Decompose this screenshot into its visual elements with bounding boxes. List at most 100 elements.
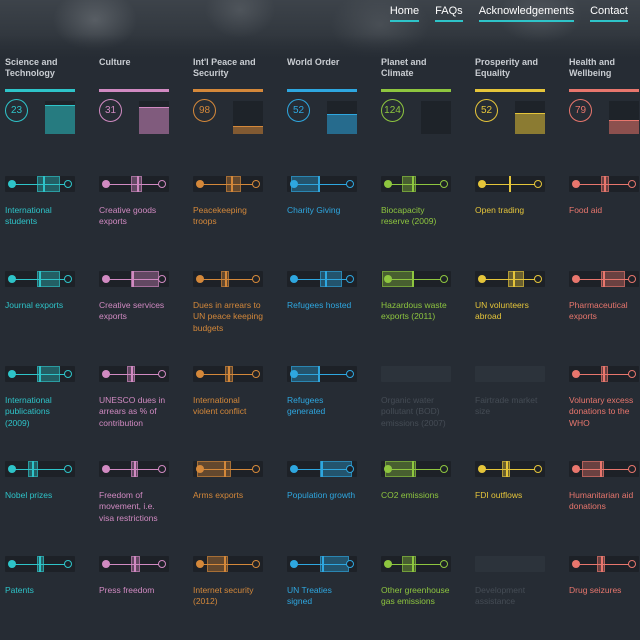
category-prosperity-and-equality[interactable]: Prosperity and Equality 52 xyxy=(475,57,545,134)
indicator-patents[interactable]: Patents xyxy=(5,556,75,596)
slider-max-handle[interactable] xyxy=(628,560,636,568)
slider-min-handle[interactable] xyxy=(102,180,110,188)
indicator-international-publications-2009[interactable]: International publications (2009) xyxy=(5,366,75,429)
nav-home[interactable]: Home xyxy=(389,5,420,22)
slider-max-handle[interactable] xyxy=(628,465,636,473)
indicator-drug-seizures[interactable]: Drug seizures xyxy=(569,556,639,596)
indicator-slider[interactable] xyxy=(5,556,75,572)
slider-max-handle[interactable] xyxy=(346,180,354,188)
indicator-creative-goods-exports[interactable]: Creative goods exports xyxy=(99,176,169,228)
slider-min-handle[interactable] xyxy=(478,275,486,283)
indicator-slider[interactable] xyxy=(99,366,169,382)
indicator-refugees-generated[interactable]: Refugees generated xyxy=(287,366,357,418)
indicator-arms-exports[interactable]: Arms exports xyxy=(193,461,263,501)
slider-max-handle[interactable] xyxy=(252,180,260,188)
indicator-fdi-outflows[interactable]: FDI outflows xyxy=(475,461,545,501)
category-planet-and-climate[interactable]: Planet and Climate 124 xyxy=(381,57,451,134)
indicator-slider[interactable] xyxy=(569,366,639,382)
indicator-slider[interactable] xyxy=(193,176,263,192)
slider-min-handle[interactable] xyxy=(196,275,204,283)
slider-max-handle[interactable] xyxy=(534,180,542,188)
slider-max-handle[interactable] xyxy=(440,275,448,283)
indicator-slider[interactable] xyxy=(99,461,169,477)
slider-min-handle[interactable] xyxy=(8,465,16,473)
slider-max-handle[interactable] xyxy=(440,560,448,568)
slider-min-handle[interactable] xyxy=(572,370,580,378)
slider-min-handle[interactable] xyxy=(102,560,110,568)
slider-max-handle[interactable] xyxy=(628,180,636,188)
indicator-slider[interactable] xyxy=(381,176,451,192)
category-int-l-peace-and-security[interactable]: Int'l Peace and Security 98 xyxy=(193,57,263,134)
indicator-journal-exports[interactable]: Journal exports xyxy=(5,271,75,311)
indicator-slider[interactable] xyxy=(193,366,263,382)
category-health-and-wellbeing[interactable]: Health and Wellbeing 79 xyxy=(569,57,639,134)
indicator-hazardous-waste-exports-2011[interactable]: Hazardous waste exports (2011) xyxy=(381,271,451,323)
slider-max-handle[interactable] xyxy=(158,180,166,188)
slider-min-handle[interactable] xyxy=(102,275,110,283)
indicator-food-aid[interactable]: Food aid xyxy=(569,176,639,216)
slider-min-handle[interactable] xyxy=(8,560,16,568)
slider-max-handle[interactable] xyxy=(534,275,542,283)
indicator-internet-security-2012[interactable]: Internet security (2012) xyxy=(193,556,263,608)
indicator-slider[interactable] xyxy=(287,366,357,382)
slider-max-handle[interactable] xyxy=(440,180,448,188)
slider-max-handle[interactable] xyxy=(440,465,448,473)
indicator-population-growth[interactable]: Population growth xyxy=(287,461,357,501)
slider-min-handle[interactable] xyxy=(478,465,486,473)
category-science-and-technology[interactable]: Science and Technology 23 xyxy=(5,57,75,134)
indicator-slider[interactable] xyxy=(381,556,451,572)
indicator-nobel-prizes[interactable]: Nobel prizes xyxy=(5,461,75,501)
indicator-slider[interactable] xyxy=(287,271,357,287)
indicator-peacekeeping-troops[interactable]: Peacekeeping troops xyxy=(193,176,263,228)
slider-min-handle[interactable] xyxy=(572,560,580,568)
indicator-slider[interactable] xyxy=(193,556,263,572)
slider-min-handle[interactable] xyxy=(8,370,16,378)
slider-max-handle[interactable] xyxy=(252,370,260,378)
slider-max-handle[interactable] xyxy=(158,465,166,473)
slider-min-handle[interactable] xyxy=(384,180,392,188)
indicator-slider[interactable] xyxy=(569,461,639,477)
slider-min-handle[interactable] xyxy=(290,275,298,283)
indicator-international-students[interactable]: International students xyxy=(5,176,75,228)
slider-min-handle[interactable] xyxy=(102,370,110,378)
indicator-international-violent-conflict[interactable]: International violent conflict xyxy=(193,366,263,418)
indicator-unesco-dues-in-arrears-as-of-contribution[interactable]: UNESCO dues in arrears as % of contribut… xyxy=(99,366,169,429)
indicator-slider[interactable] xyxy=(5,461,75,477)
slider-min-handle[interactable] xyxy=(572,180,580,188)
category-world-order[interactable]: World Order 52 xyxy=(287,57,357,134)
slider-min-handle[interactable] xyxy=(290,370,298,378)
indicator-slider[interactable] xyxy=(99,176,169,192)
indicator-slider[interactable] xyxy=(287,556,357,572)
slider-max-handle[interactable] xyxy=(346,465,354,473)
indicator-creative-services-exports[interactable]: Creative services exports xyxy=(99,271,169,323)
slider-min-handle[interactable] xyxy=(384,560,392,568)
slider-max-handle[interactable] xyxy=(158,560,166,568)
indicator-charity-giving[interactable]: Charity Giving xyxy=(287,176,357,216)
slider-min-handle[interactable] xyxy=(196,560,204,568)
indicator-slider[interactable] xyxy=(381,461,451,477)
slider-max-handle[interactable] xyxy=(64,465,72,473)
indicator-slider[interactable] xyxy=(381,271,451,287)
slider-max-handle[interactable] xyxy=(64,370,72,378)
slider-max-handle[interactable] xyxy=(346,275,354,283)
slider-min-handle[interactable] xyxy=(196,370,204,378)
slider-min-handle[interactable] xyxy=(384,275,392,283)
slider-max-handle[interactable] xyxy=(64,275,72,283)
indicator-press-freedom[interactable]: Press freedom xyxy=(99,556,169,596)
slider-max-handle[interactable] xyxy=(252,465,260,473)
indicator-slider[interactable] xyxy=(475,271,545,287)
nav-faqs[interactable]: FAQs xyxy=(435,5,463,22)
slider-max-handle[interactable] xyxy=(64,180,72,188)
indicator-slider[interactable] xyxy=(5,366,75,382)
indicator-refugees-hosted[interactable]: Refugees hosted xyxy=(287,271,357,311)
slider-min-handle[interactable] xyxy=(384,465,392,473)
indicator-slider[interactable] xyxy=(99,271,169,287)
indicator-un-treaties-signed[interactable]: UN Treaties signed xyxy=(287,556,357,608)
indicator-other-greenhouse-gas-emissions[interactable]: Other greenhouse gas emissions xyxy=(381,556,451,608)
indicator-co2-emissions[interactable]: CO2 emissions xyxy=(381,461,451,501)
slider-min-handle[interactable] xyxy=(290,560,298,568)
category-culture[interactable]: Culture 31 xyxy=(99,57,169,134)
slider-min-handle[interactable] xyxy=(196,180,204,188)
slider-max-handle[interactable] xyxy=(628,370,636,378)
indicator-slider[interactable] xyxy=(193,271,263,287)
